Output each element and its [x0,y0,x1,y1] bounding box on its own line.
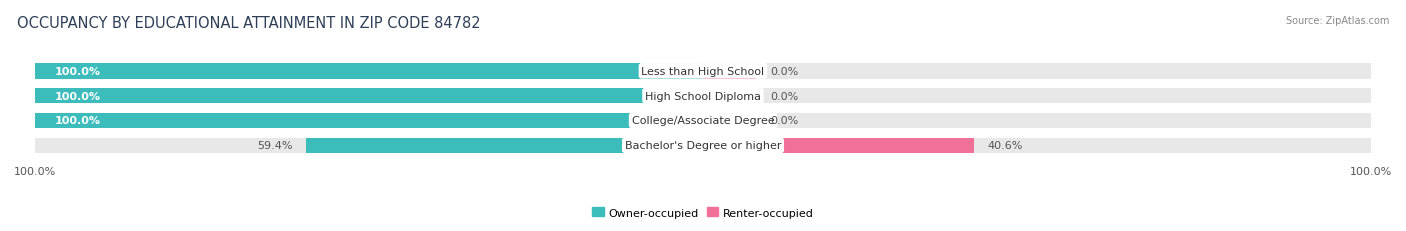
Text: 100.0%: 100.0% [55,67,101,76]
Text: College/Associate Degree: College/Associate Degree [631,116,775,126]
Bar [35,64,703,79]
Bar [703,113,1371,129]
Text: Source: ZipAtlas.com: Source: ZipAtlas.com [1285,16,1389,26]
Bar [703,88,1371,104]
Bar [35,113,703,129]
Text: Bachelor's Degree or higher: Bachelor's Degree or higher [624,141,782,151]
Bar [35,88,703,104]
Bar [703,88,756,104]
Text: Less than High School: Less than High School [641,67,765,76]
Bar [703,138,1371,153]
Bar [703,64,756,79]
Text: 0.0%: 0.0% [769,116,799,126]
Text: OCCUPANCY BY EDUCATIONAL ATTAINMENT IN ZIP CODE 84782: OCCUPANCY BY EDUCATIONAL ATTAINMENT IN Z… [17,16,481,31]
Bar [35,88,703,104]
Bar [703,64,1371,79]
Bar [35,64,703,79]
Text: 0.0%: 0.0% [769,67,799,76]
Bar [35,113,703,129]
Text: High School Diploma: High School Diploma [645,91,761,101]
Bar [35,138,703,153]
Bar [703,113,756,129]
Text: 0.0%: 0.0% [769,91,799,101]
Text: 40.6%: 40.6% [987,141,1024,151]
Bar [307,138,703,153]
Bar [703,138,974,153]
Legend: Owner-occupied, Renter-occupied: Owner-occupied, Renter-occupied [588,203,818,222]
Text: 59.4%: 59.4% [257,141,292,151]
Text: 100.0%: 100.0% [55,116,101,126]
Text: 100.0%: 100.0% [55,91,101,101]
